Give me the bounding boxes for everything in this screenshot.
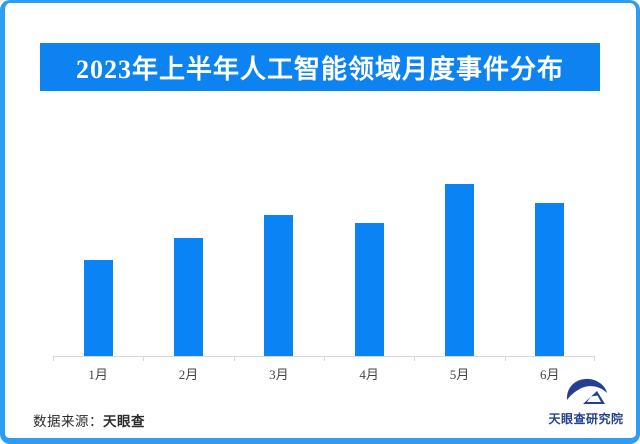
x-axis-label: 5月 (449, 367, 470, 382)
brand-block: 天眼查研究院 (548, 376, 624, 427)
bar-5月 (444, 184, 474, 356)
bar-column (414, 156, 504, 361)
bar-column (504, 156, 595, 361)
bar-1月 (83, 260, 113, 356)
chart-title: 2023年上半年人工智能领域月度事件分布 (40, 43, 600, 91)
bar-column (53, 156, 143, 361)
x-axis-label: 2月 (178, 367, 199, 382)
data-source-label: 数据来源： (33, 414, 103, 429)
brand-name: 天眼查研究院 (548, 412, 624, 426)
bar-4月 (354, 223, 384, 356)
bar-column (233, 156, 324, 361)
x-axis-labels: 1月 2月 3月 4月 5月 6月 (53, 364, 595, 383)
bar-6月 (535, 203, 565, 356)
x-axis-label: 3月 (269, 367, 289, 382)
x-axis-label: 6月 (540, 367, 560, 382)
x-axis-label: 1月 (88, 367, 108, 382)
x-axis-label: 4月 (359, 367, 379, 382)
data-source-value: 天眼查 (103, 414, 145, 429)
bar-column (143, 156, 233, 361)
tianyancha-logo-icon (548, 376, 624, 408)
data-source-note: 数据来源：天眼查 (33, 410, 145, 430)
bar-3月 (264, 215, 294, 356)
bar-2月 (173, 238, 203, 356)
bar-column (323, 156, 414, 361)
bar-chart-plot-area (53, 156, 595, 361)
